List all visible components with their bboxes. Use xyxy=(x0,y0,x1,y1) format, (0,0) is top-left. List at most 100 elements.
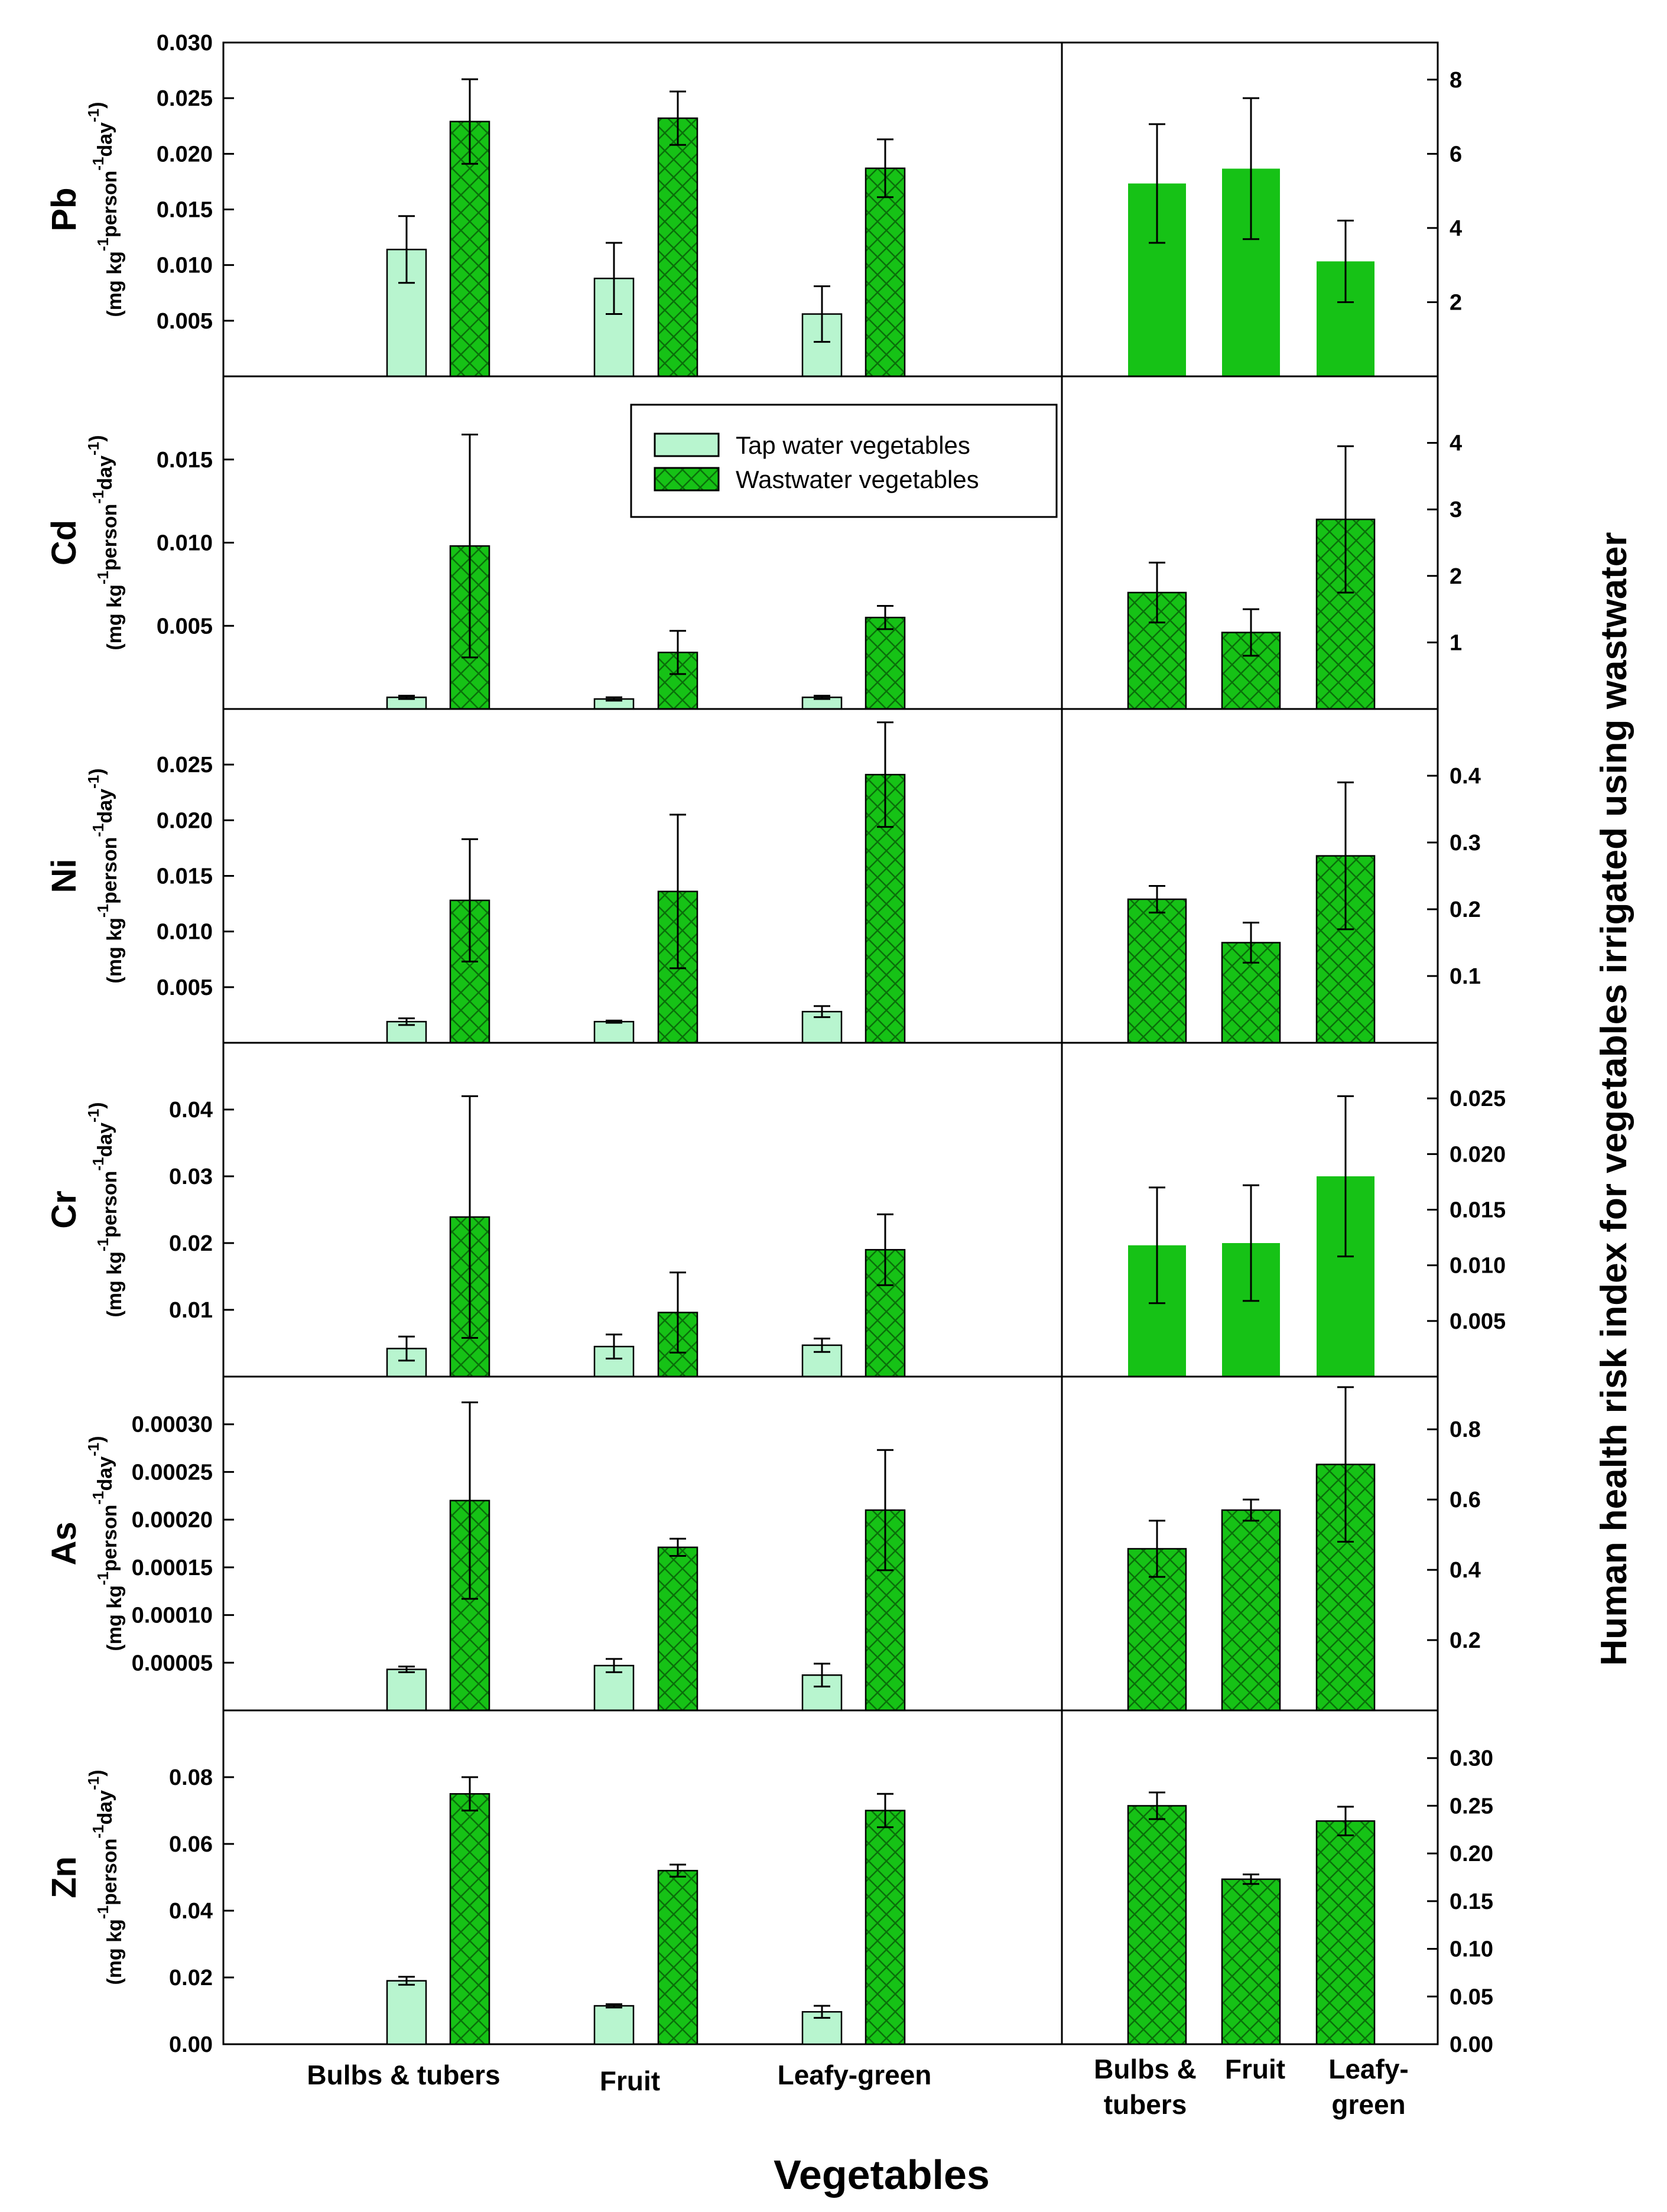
risk-tick-label: 2 xyxy=(1450,564,1462,589)
risk-tick-label: 0.010 xyxy=(1450,1254,1506,1279)
panel-as: 0.00005 0.00010 0.00015 0.00020 0.00025 0.000… xyxy=(45,1375,1481,1712)
intake-tick-label: 0.06 xyxy=(169,1832,213,1857)
intake-plot-frame xyxy=(222,41,1063,378)
y-axis-unit-label: (mg kg-1person-1day-1) xyxy=(85,1436,126,1651)
legend-swatch-waste xyxy=(654,467,720,492)
risk-tick-label: 1 xyxy=(1450,630,1462,655)
legend-swatch-tap xyxy=(654,432,720,457)
intake-tick-label: 0.02 xyxy=(169,1966,213,1990)
intake-tick-label: 0.08 xyxy=(169,1765,213,1790)
intake-tick-label: 0.00025 xyxy=(132,1460,213,1485)
risk-index-bar xyxy=(1221,1878,1281,2045)
intake-tick-label: 0.00030 xyxy=(132,1413,213,1437)
y-axis-element-label: Zn xyxy=(45,1856,83,1898)
risk-tick-label: 0.020 xyxy=(1450,1142,1506,1167)
intake-tick-label: 0.04 xyxy=(169,1098,213,1123)
intake-plot-frame xyxy=(222,1042,1063,1378)
intake-tick-label: 0.020 xyxy=(157,808,213,833)
intake-tick-label: 0.005 xyxy=(157,975,213,1000)
intake-tick-label: 0.005 xyxy=(157,614,213,639)
panel-pb: 0.005 0.010 0.015 0.020 0.025 0.030 2 4 6 8 Pb(mg … xyxy=(45,31,1462,378)
y-axis-unit-label: (mg kg-1person-1day-1) xyxy=(85,102,126,317)
risk-tick-label: 0.2 xyxy=(1450,897,1481,922)
tap-water-bar xyxy=(386,1980,427,2045)
risk-tick-label: 0.10 xyxy=(1450,1937,1493,1962)
risk-tick-label: 0.005 xyxy=(1450,1309,1506,1334)
wastewater-bar xyxy=(657,117,698,378)
y-axis-element-label: Cr xyxy=(45,1190,83,1228)
intake-tick-label: 0.015 xyxy=(157,198,213,223)
risk-tick-label: 0.4 xyxy=(1450,764,1481,789)
left-category-label: Leafy-green xyxy=(778,2060,932,2090)
intake-tick-label: 0.04 xyxy=(169,1899,213,1924)
x-axis-title: Vegetables xyxy=(774,2152,990,2198)
risk-tick-label: 0.6 xyxy=(1450,1488,1481,1512)
risk-tick-label: 0.3 xyxy=(1450,831,1481,855)
intake-tick-label: 0.015 xyxy=(157,864,213,889)
intake-tick-label: 0.00 xyxy=(169,2032,213,2057)
intake-tick-label: 0.03 xyxy=(169,1164,213,1189)
risk-tick-label: 8 xyxy=(1450,68,1462,93)
risk-tick-label: 0.15 xyxy=(1450,1889,1493,1914)
intake-plot-frame xyxy=(222,1709,1063,2045)
risk-index-bar xyxy=(1127,1805,1187,2045)
risk-tick-label: 0.025 xyxy=(1450,1087,1506,1111)
legend-label-waste: Wastwater vegetables xyxy=(736,466,979,493)
right-category-label: tubers xyxy=(1104,2089,1187,2120)
risk-tick-label: 6 xyxy=(1450,142,1462,167)
intake-tick-label: 0.02 xyxy=(169,1231,213,1256)
y-axis-unit-label: (mg kg-1person-1day-1) xyxy=(85,768,126,983)
y-axis-element-label: Ni xyxy=(45,859,83,893)
intake-tick-label: 0.025 xyxy=(157,753,213,778)
risk-tick-label: 3 xyxy=(1450,497,1462,522)
legend-box xyxy=(630,404,1058,518)
right-category-label: Fruit xyxy=(1225,2054,1285,2084)
tap-water-bar xyxy=(593,2005,635,2045)
legend-label-tap: Tap water vegetables xyxy=(736,431,970,459)
y-axis-unit-label: (mg kg-1person-1day-1) xyxy=(85,1102,126,1317)
wastewater-bar xyxy=(657,1869,698,2045)
risk-tick-label: 4 xyxy=(1450,431,1462,456)
risk-tick-label: 4 xyxy=(1450,216,1462,241)
legend: Tap water vegetables Wastwater vegetable… xyxy=(630,404,1058,518)
intake-tick-label: 0.01 xyxy=(169,1298,213,1323)
intake-tick-label: 0.025 xyxy=(157,86,213,111)
intake-plot-frame xyxy=(222,708,1063,1044)
y-axis-unit-label: (mg kg-1person-1day-1) xyxy=(85,1769,126,1985)
risk-tick-label: 2 xyxy=(1450,290,1462,315)
intake-tick-label: 0.00010 xyxy=(132,1603,213,1628)
wastewater-bar xyxy=(865,1810,906,2045)
tap-water-bar xyxy=(593,1020,635,1044)
intake-tick-label: 0.010 xyxy=(157,531,213,556)
right-category-label: green xyxy=(1331,2089,1405,2120)
wastewater-bar xyxy=(657,1546,698,1712)
panel-cr: 0.01 0.02 0.03 0.04 0.005 0.010 0.015 0.020 0.02… xyxy=(45,1042,1506,1378)
wastewater-bar xyxy=(865,616,906,710)
intake-tick-label: 0.005 xyxy=(157,309,213,334)
wastewater-bar xyxy=(449,1793,490,2045)
right-category-label: Leafy- xyxy=(1328,2054,1408,2084)
risk-tick-label: 0.00 xyxy=(1450,2032,1493,2057)
risk-tick-label: 0.8 xyxy=(1450,1417,1481,1442)
wastewater-bar xyxy=(865,167,906,378)
intake-tick-label: 0.015 xyxy=(157,448,213,473)
panel-zn: 0.00 0.02 0.04 0.06 0.08 0.00 0.05 0.10 0.15 0.20… xyxy=(45,1709,1493,2057)
risk-tick-label: 0.05 xyxy=(1450,1985,1493,2009)
risk-tick-label: 0.4 xyxy=(1450,1558,1481,1583)
intake-tick-label: 0.00005 xyxy=(132,1651,213,1676)
y-axis-element-label: As xyxy=(45,1521,83,1565)
risk-tick-label: 0.25 xyxy=(1450,1794,1493,1819)
y-axis-unit-label: (mg kg-1person-1day-1) xyxy=(85,435,126,650)
intake-tick-label: 0.010 xyxy=(157,920,213,945)
panel-ni: 0.005 0.010 0.015 0.020 0.025 0.1 0.2 0.3 0.4 Ni(… xyxy=(45,708,1481,1044)
risk-tick-label: 0.30 xyxy=(1450,1746,1493,1771)
panel-cd: 0.005 0.010 0.015 1 2 3 4 Cd(mg kg-1person-1day… xyxy=(45,375,1462,710)
right-axis-title: Human health risk index for vegetables i… xyxy=(1594,532,1634,1665)
intake-tick-label: 0.030 xyxy=(157,31,213,56)
tap-water-bar xyxy=(386,1668,427,1712)
intake-tick-label: 0.010 xyxy=(157,253,213,278)
risk-index-bar xyxy=(1315,1820,1376,2045)
y-axis-element-label: Pb xyxy=(45,187,83,231)
risk-tick-label: 0.1 xyxy=(1450,964,1481,989)
